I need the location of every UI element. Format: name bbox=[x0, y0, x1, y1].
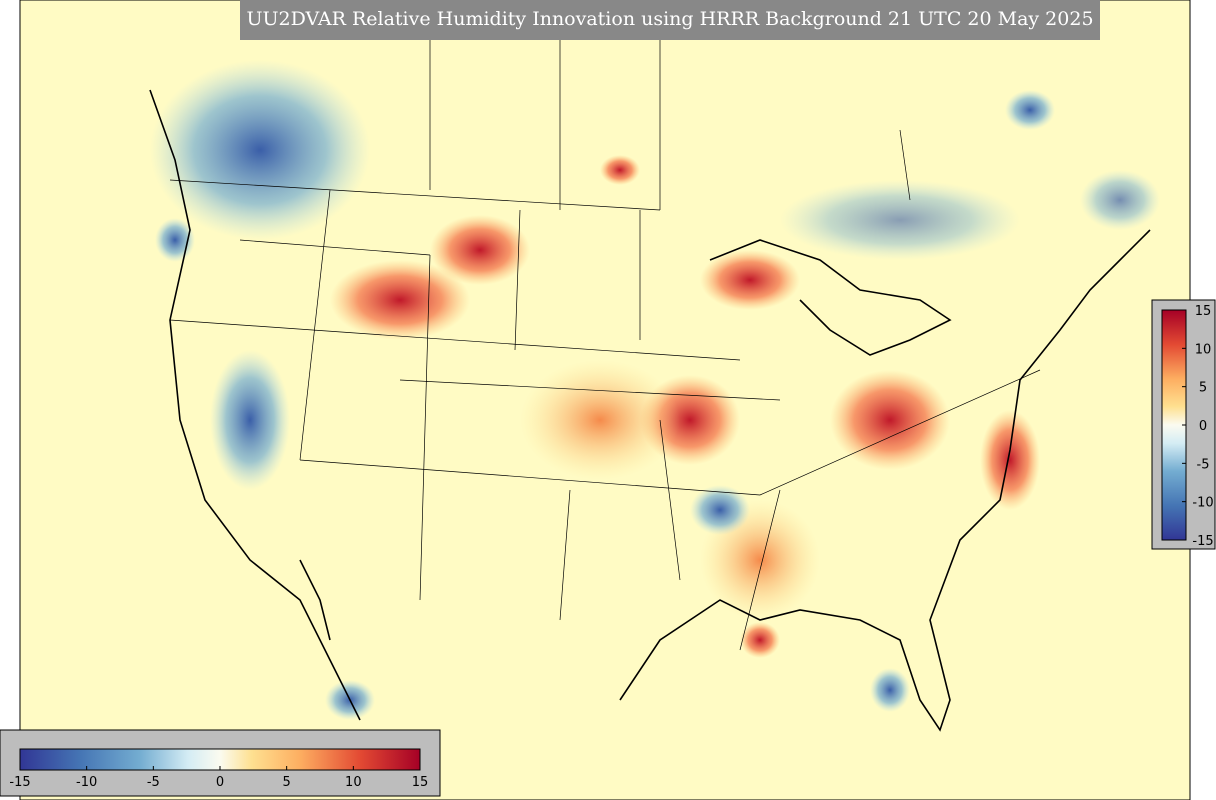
colorbar-tick-label: 0 bbox=[1199, 419, 1207, 434]
colorbar-tick-label: 15 bbox=[412, 775, 429, 790]
colorbar-tick-label: -10 bbox=[1192, 496, 1213, 511]
title-box bbox=[240, 0, 1100, 40]
colorbar-tick-label: -15 bbox=[9, 775, 30, 790]
coastlines bbox=[149, 89, 1151, 732]
colorbar-tick-label: 10 bbox=[345, 775, 362, 790]
colorbar-tick-label: -10 bbox=[76, 775, 97, 790]
colorbar-tick-label: -5 bbox=[1197, 457, 1210, 472]
colorbar-tick-label: 10 bbox=[1195, 342, 1212, 357]
boundaries bbox=[169, 0, 1041, 651]
colorbar-tick-label: 0 bbox=[216, 775, 224, 790]
colorbar-tick-label: 5 bbox=[1199, 381, 1207, 396]
colorbar-tick-label: -15 bbox=[1192, 534, 1213, 549]
colorbar-tick-label: 5 bbox=[283, 775, 291, 790]
colorbar-tick-label: -5 bbox=[147, 775, 160, 790]
field-blobs bbox=[150, 60, 1160, 720]
colorbar-tick-label: 15 bbox=[1195, 304, 1212, 319]
map-title: UU2DVAR Relative Humidity Innovation usi… bbox=[246, 8, 1093, 30]
